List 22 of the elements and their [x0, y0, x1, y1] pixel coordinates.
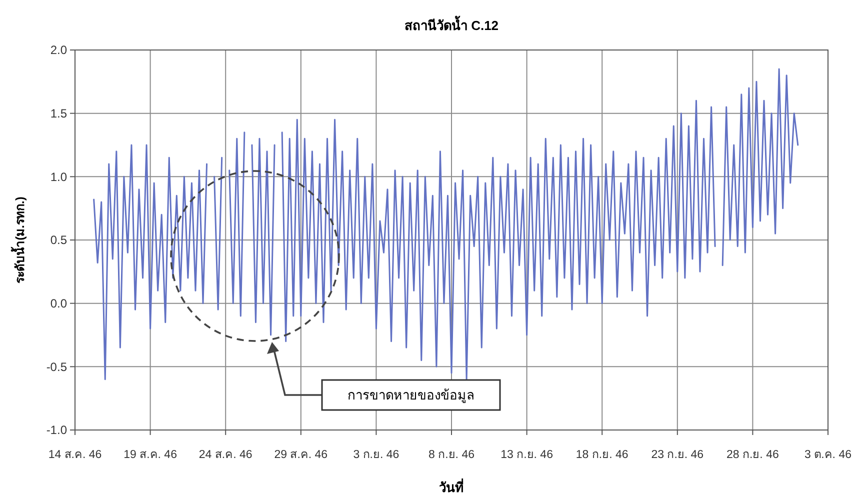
y-tick-label: 0.5: [50, 233, 68, 248]
x-tick-label: 23 ก.ย. 46: [651, 449, 704, 461]
chart-title: สถานีวัดน้ำ C.12: [404, 15, 499, 33]
x-tick-label: 18 ก.ย. 46: [576, 449, 628, 461]
x-tick-label: 3 ก.ย. 46: [353, 449, 400, 461]
annotation: การขาดหายของข้อมูล: [348, 388, 474, 404]
x-tick-label: 3 ต.ค. 46: [804, 449, 852, 461]
y-tick-label: -0.5: [46, 360, 68, 374]
y-axis-title: ระดับน้ำ(ม.รทก.): [10, 196, 27, 284]
y-tick-label: 0.0: [50, 296, 68, 311]
x-tick-label: 13 ก.ย. 46: [500, 449, 553, 461]
x-tick-label: 19 ส.ค. 46: [124, 449, 177, 461]
x-tick-label: 24 ส.ค. 46: [198, 449, 252, 461]
x-tick-label: 14 ส.ค. 46: [48, 449, 102, 461]
y-tick-label: 2.0: [50, 43, 68, 58]
y-tick-label: 1.0: [50, 170, 68, 184]
y-tick-label: 1.5: [50, 106, 68, 121]
x-axis-title: วันที่: [439, 478, 464, 495]
x-tick-label: 28 ก.ย. 46: [726, 449, 779, 461]
x-tick-label: 8 ก.ย. 46: [428, 449, 474, 461]
x-tick-label: 29 ส.ค. 46: [274, 449, 328, 461]
y-tick-label: -1.0: [46, 423, 68, 438]
